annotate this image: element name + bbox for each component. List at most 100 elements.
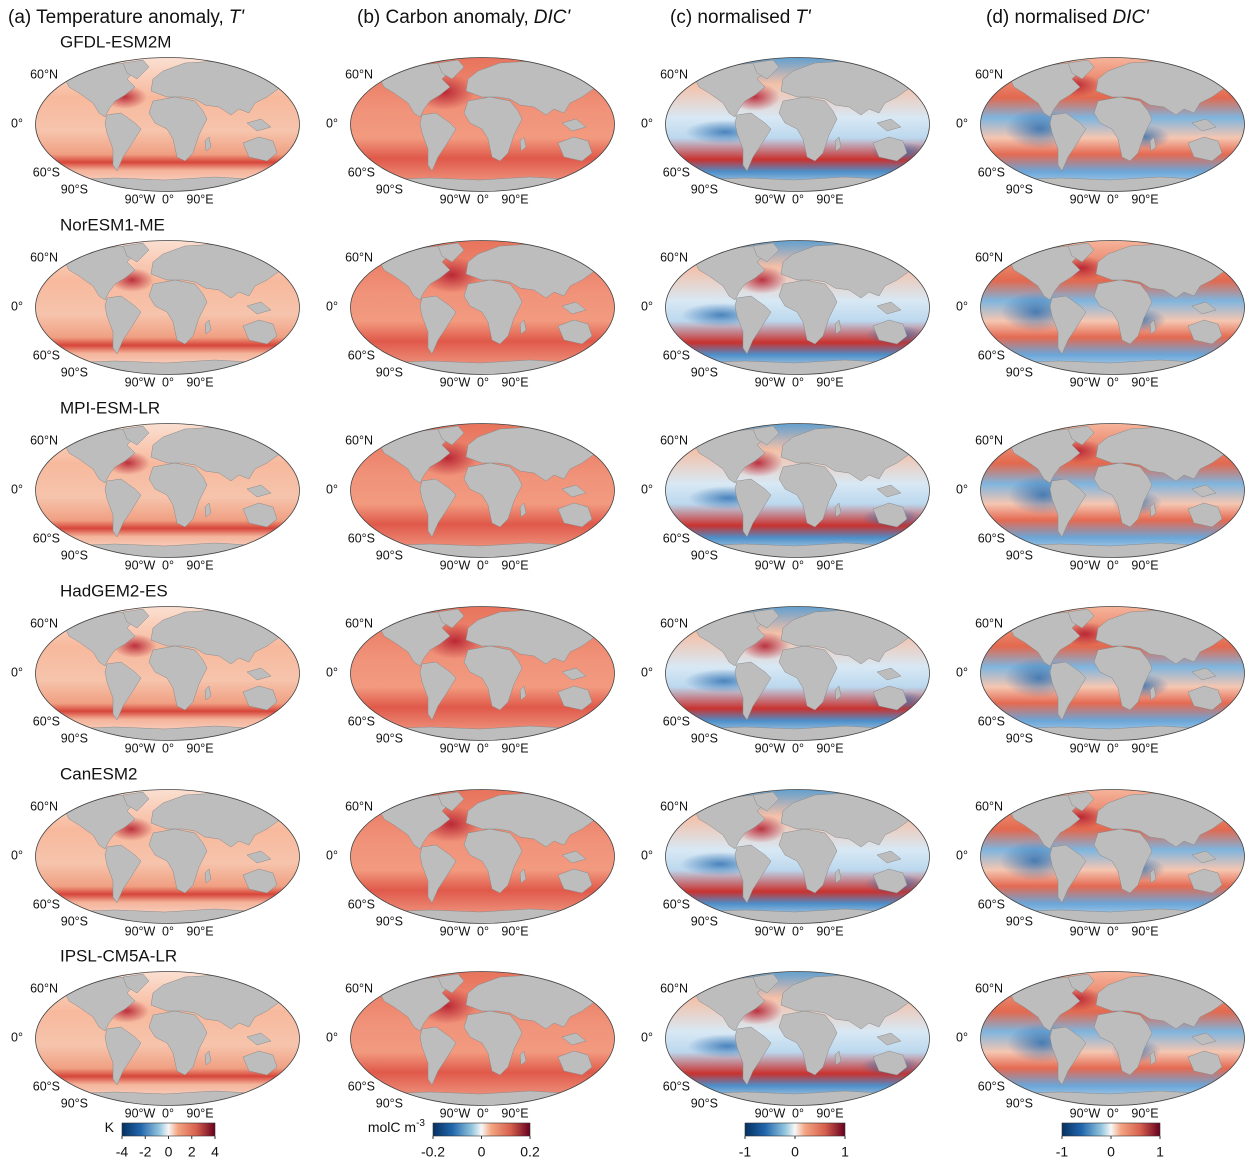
column-title-text: (c) normalised: [670, 7, 790, 28]
lat-label: 60°S: [663, 1079, 690, 1093]
lat-label: 60°S: [663, 897, 690, 911]
lat-label: 0°: [326, 665, 338, 679]
map: [35, 971, 300, 1106]
model-name: NorESM1-ME: [60, 215, 165, 234]
lat-label: 90°S: [691, 1096, 718, 1110]
lat-label: 0°: [11, 482, 23, 496]
lat-label: 60°S: [978, 897, 1005, 911]
lat-label: 60°N: [660, 981, 688, 995]
colorbar: [433, 1123, 530, 1136]
lat-label: 90°S: [376, 182, 403, 196]
lat-label: 60°N: [660, 433, 688, 447]
lat-label: 0°: [956, 848, 968, 862]
lon-label: 0°: [477, 558, 489, 572]
colorbar: [1062, 1123, 1160, 1136]
lat-label: 90°S: [61, 914, 88, 928]
lat-label: 60°S: [978, 1079, 1005, 1093]
column-title-variable: DIC': [1112, 7, 1150, 28]
lat-label: 60°S: [663, 531, 690, 545]
map: [665, 606, 930, 741]
colorbar-tick-label: -1: [739, 1144, 752, 1160]
colorbar-tick-label: -0.2: [421, 1144, 445, 1160]
lon-label: 0°: [1107, 192, 1119, 206]
map: [665, 971, 930, 1106]
lon-label: 90°E: [1131, 558, 1158, 572]
model-name: GFDL-ESM2M: [60, 32, 171, 51]
lon-label: 90°E: [1131, 1106, 1158, 1120]
lat-label: 90°S: [691, 914, 718, 928]
map: [35, 240, 300, 375]
lon-label: 90°E: [501, 558, 528, 572]
map: [35, 423, 300, 558]
lat-label: 60°S: [33, 348, 60, 362]
lon-label: 90°W: [440, 924, 471, 938]
lat-label: 90°S: [61, 1096, 88, 1110]
lat-label: 90°S: [61, 365, 88, 379]
colorbar-tick-label: 0: [791, 1144, 799, 1160]
lat-label: 0°: [641, 665, 653, 679]
colorbar-tick-label: 0: [165, 1144, 173, 1160]
lat-label: 0°: [326, 482, 338, 496]
lon-label: 0°: [792, 192, 804, 206]
lon-label: 0°: [477, 1106, 489, 1120]
lat-label: 60°N: [660, 67, 688, 81]
lat-label: 90°S: [376, 1096, 403, 1110]
lat-label: 60°S: [978, 531, 1005, 545]
lon-label: 90°W: [755, 375, 786, 389]
colorbar-tick-label: 1: [1156, 1144, 1164, 1160]
lon-label: 90°E: [186, 1106, 213, 1120]
lat-label: 90°S: [1006, 365, 1033, 379]
model-name: MPI-ESM-LR: [60, 398, 160, 417]
lon-label: 90°W: [1070, 1106, 1101, 1120]
lat-label: 60°S: [348, 165, 375, 179]
colorbar-tick-label: 0: [1107, 1144, 1115, 1160]
lon-label: 0°: [1107, 558, 1119, 572]
lat-label: 90°S: [1006, 182, 1033, 196]
lon-label: 0°: [792, 558, 804, 572]
lat-label: 60°N: [30, 433, 58, 447]
lon-label: 90°W: [755, 924, 786, 938]
lon-label: 90°E: [816, 192, 843, 206]
lat-label: 60°S: [348, 714, 375, 728]
lat-label: 60°N: [345, 433, 373, 447]
lat-label: 90°S: [691, 731, 718, 745]
column-title-text: (d) normalised: [986, 7, 1107, 28]
lat-label: 90°S: [1006, 548, 1033, 562]
lat-label: 60°N: [345, 981, 373, 995]
lat-label: 60°N: [30, 67, 58, 81]
lon-label: 90°E: [1131, 192, 1158, 206]
colorbar-tick-label: 2: [188, 1144, 196, 1160]
lat-label: 60°N: [345, 616, 373, 630]
lon-label: 0°: [1107, 924, 1119, 938]
map: [980, 789, 1245, 924]
lon-label: 0°: [792, 924, 804, 938]
lat-label: 0°: [11, 116, 23, 130]
lon-label: 90°E: [501, 924, 528, 938]
lon-label: 90°W: [755, 558, 786, 572]
lat-label: 60°N: [660, 250, 688, 264]
lon-label: 90°W: [1070, 375, 1101, 389]
lat-label: 90°S: [1006, 731, 1033, 745]
lat-label: 90°S: [691, 365, 718, 379]
column-title-text: (a) Temperature anomaly,: [8, 7, 224, 28]
lon-label: 90°E: [501, 375, 528, 389]
lat-label: 0°: [326, 116, 338, 130]
lat-label: 90°S: [691, 548, 718, 562]
lon-label: 90°W: [755, 1106, 786, 1120]
lat-label: 90°S: [61, 548, 88, 562]
lon-label: 90°E: [186, 375, 213, 389]
lat-label: 0°: [956, 116, 968, 130]
lat-label: 0°: [956, 1030, 968, 1044]
lat-label: 60°S: [348, 1079, 375, 1093]
lon-label: 90°E: [186, 924, 213, 938]
colorbar-unit-text: K: [105, 1119, 115, 1135]
lon-label: 90°W: [440, 558, 471, 572]
map: [35, 789, 300, 924]
lat-label: 0°: [956, 299, 968, 313]
lat-label: 60°N: [660, 799, 688, 813]
figure: (a) Temperature anomaly,T'GFDL-ESM2M60°N…: [0, 0, 1249, 1161]
lat-label: 0°: [641, 482, 653, 496]
column-title-text: (b) Carbon anomaly,: [357, 7, 529, 28]
lon-label: 90°W: [125, 375, 156, 389]
